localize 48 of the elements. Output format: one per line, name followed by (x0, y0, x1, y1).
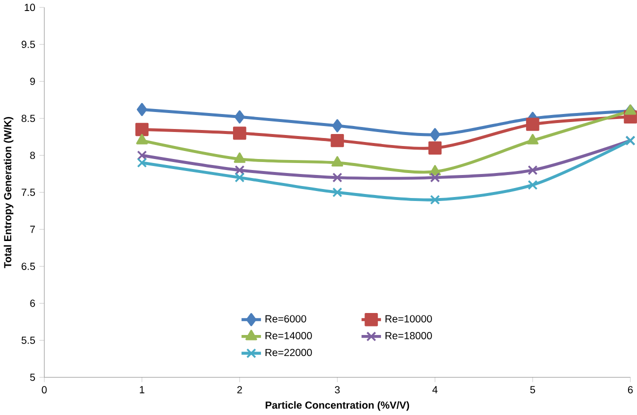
y-tick-label: 6.5 (22, 262, 35, 270)
y-tick-label: 10 (24, 4, 35, 12)
legend-label: Re=14000 (266, 332, 312, 340)
y-tick-label: 5 (30, 374, 35, 382)
point (136, 103, 148, 116)
x-tick-label: 2 (237, 386, 242, 394)
point (528, 180, 538, 190)
y-tick-label: 8.5 (22, 114, 35, 122)
y-tick-label: 8 (30, 152, 35, 160)
point (234, 110, 245, 124)
y-tick-label: 9.5 (22, 40, 35, 48)
point (332, 119, 342, 133)
point (526, 118, 540, 132)
x-tick-label: 3 (334, 386, 340, 394)
x-axis-title: Particle Concentration (%V/V) (266, 401, 410, 411)
x-tick-label: 4 (432, 386, 438, 394)
point (233, 126, 246, 140)
legend-label: Re=10000 (386, 315, 432, 323)
x-tick-label: 6 (628, 386, 633, 394)
point (234, 152, 246, 164)
point (528, 165, 538, 176)
point (430, 195, 440, 205)
legend-label: Re=22000 (266, 349, 312, 356)
point (624, 104, 636, 115)
point (137, 158, 147, 168)
point (331, 156, 344, 167)
y-tick-label: 6 (30, 300, 35, 308)
point (430, 128, 440, 142)
point (136, 134, 148, 145)
point (332, 172, 342, 183)
point (234, 172, 245, 183)
point (430, 172, 440, 183)
y-tick-label: 7 (30, 226, 35, 234)
y-axis-title: Total Entropy Generation (W/K) (4, 117, 14, 268)
legend-label: Re=18000 (386, 332, 432, 340)
y-tick-label: 5.5 (22, 336, 35, 344)
point (330, 134, 344, 148)
point (135, 123, 149, 136)
legend-label: Re=6000 (266, 315, 306, 323)
x-tick-label: 1 (140, 386, 144, 394)
y-tick-label: 7.5 (22, 188, 35, 196)
point (234, 165, 245, 176)
y-tick-label: 9 (30, 78, 35, 86)
point (428, 142, 442, 155)
point (526, 134, 539, 145)
point (332, 188, 342, 198)
x-tick-label: 5 (530, 386, 536, 394)
x-tick-label: 0 (42, 386, 47, 394)
